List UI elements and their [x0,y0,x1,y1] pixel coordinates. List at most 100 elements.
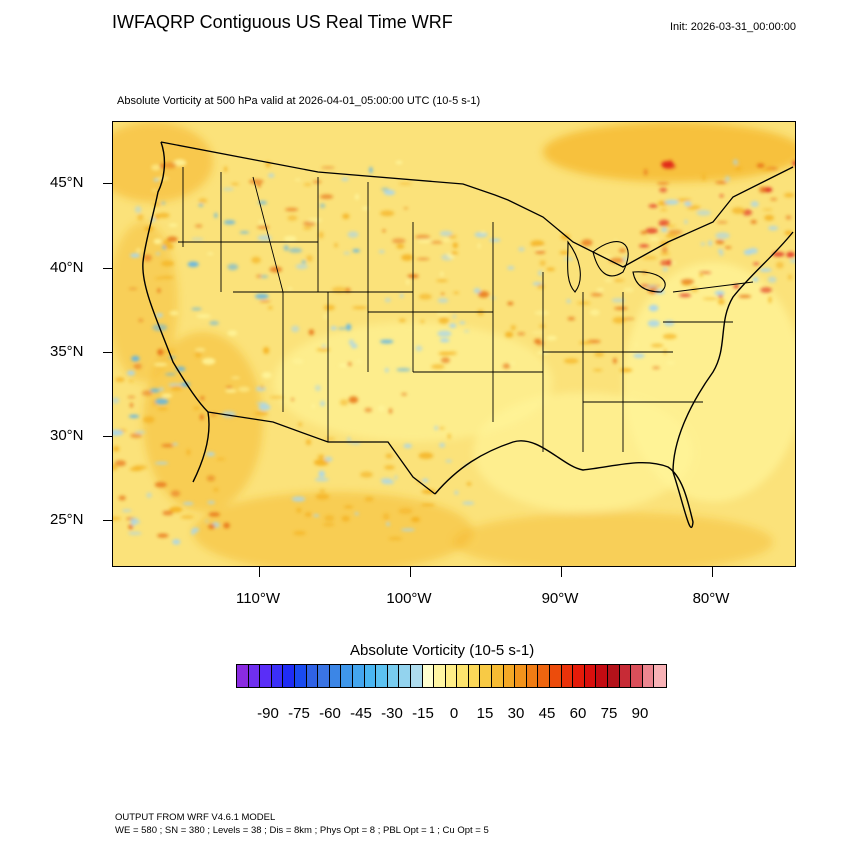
vorticity-feature [263,347,270,354]
vorticity-feature [662,267,668,272]
vorticity-feature [261,371,272,379]
vorticity-feature [394,475,398,480]
lat-label-40: 40°N [50,259,84,276]
vorticity-feature [288,248,303,253]
vorticity-feature [788,274,792,280]
colorbar-label: -90 [257,705,279,722]
vorticity-feature [546,335,557,341]
lon-tick [561,567,562,577]
vorticity-feature [128,531,142,536]
vorticity-feature [209,320,219,326]
vorticity-feature [395,160,403,165]
vorticity-feature [388,408,393,414]
vorticity-feature [199,414,204,421]
vorticity-feature [356,359,362,364]
vorticity-feature [206,475,216,482]
vorticity-feature [347,231,359,238]
vorticity-feature [676,198,692,202]
vorticity-feature [664,320,675,327]
vorticity-feature [287,287,293,290]
vorticity-feature [708,240,713,247]
lon-label-90: 90°W [541,590,579,607]
vorticity-feature [170,490,181,497]
vorticity-feature [343,251,351,255]
vorticity-feature [385,453,393,459]
vorticity-feature [131,355,140,362]
vorticity-feature [169,310,179,316]
colorbar-swatch [306,665,319,687]
colorbar-swatch [376,665,388,687]
vorticity-feature [667,234,672,237]
vorticity-feature [750,219,757,224]
boundary-lines [142,141,794,529]
vorticity-feature [295,263,308,270]
vorticity-feature [127,395,136,399]
vorticity-feature [648,304,659,312]
vorticity-feature [313,514,320,517]
vorticity-feature [198,203,204,207]
vorticity-feature [339,399,349,406]
colorbar-label: -60 [319,705,341,722]
vorticity-feature [753,262,760,265]
vorticity-feature [213,487,219,492]
vorticity-feature [645,228,658,234]
vorticity-feature [207,500,216,505]
vorticity-feature [772,251,785,257]
vorticity-feature [182,502,194,505]
vorticity-feature [255,293,269,299]
vorticity-feature [130,517,139,522]
init-time: Init: 2026-03-31_00:00:00 [670,21,796,33]
vorticity-feature [306,255,313,262]
vorticity-feature [223,522,230,529]
vorticity-feature [659,187,668,193]
colorbar-swatch [364,665,377,687]
vorticity-feature [338,363,348,368]
vorticity-feature [157,407,168,411]
vorticity-feature [168,223,178,227]
vorticity-feature [141,390,153,396]
vorticity-feature [716,221,728,224]
vorticity-feature [157,288,161,293]
vorticity-feature [321,166,335,169]
vorticity-feature [303,226,312,230]
vorticity-feature [319,489,326,493]
vorticity-feature [438,351,452,356]
vorticity-feature [792,160,795,167]
vorticity-feature [314,477,329,482]
vorticity-feature [752,277,759,282]
vorticity-feature [377,405,386,412]
vorticity-feature [157,533,169,538]
vorticity-feature [531,331,545,334]
vorticity-feature [169,506,183,513]
vorticity-feature [130,433,142,439]
vorticity-feature [507,265,515,270]
vorticity-feature [257,225,270,229]
vorticity-feature [767,276,777,283]
vorticity-feature [364,407,373,413]
vorticity-feature [639,244,650,248]
vorticity-feature [789,259,795,263]
plot-title: IWFAQRP Contiguous US Real Time WRF [112,12,453,32]
vorticity-feature [291,496,306,502]
vorticity-feature [473,288,481,294]
vorticity-feature [534,310,549,316]
mexico-border [207,411,436,495]
vorticity-feature [113,429,124,436]
vorticity-feature [604,278,615,283]
coastline-east [672,231,794,473]
vorticity-feature [770,197,778,201]
vorticity-feature [191,307,202,311]
vorticity-feature [576,301,591,305]
vorticity-feature [164,162,177,169]
lat-tick [103,268,112,269]
vorticity-feature [351,343,358,349]
colorbar-swatch [642,665,655,687]
colorbar-label: 15 [476,705,494,722]
colorbar-swatch [515,665,527,687]
vorticity-feature [589,309,600,316]
vorticity-feature [786,251,795,258]
vorticity-feature [223,220,236,225]
vorticity-feature [618,248,626,253]
vorticity-feature [354,512,359,516]
vorticity-feature [350,442,361,445]
